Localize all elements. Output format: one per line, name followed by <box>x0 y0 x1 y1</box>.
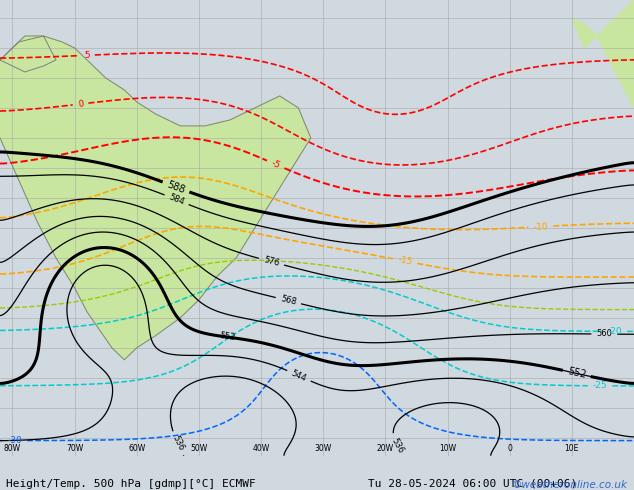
Text: 576: 576 <box>262 255 280 268</box>
Text: 10E: 10E <box>565 444 579 453</box>
Text: 20W: 20W <box>377 444 394 453</box>
Text: 80W: 80W <box>4 444 21 453</box>
Text: 560: 560 <box>597 329 612 339</box>
Text: 568: 568 <box>280 294 297 307</box>
Text: -15: -15 <box>397 255 413 267</box>
Text: ©weatheronline.co.uk: ©weatheronline.co.uk <box>512 480 628 490</box>
Text: 40W: 40W <box>252 444 269 453</box>
Polygon shape <box>0 36 311 360</box>
Text: 536: 536 <box>390 436 406 454</box>
Text: 536: 536 <box>171 434 186 452</box>
Text: 0: 0 <box>507 444 512 453</box>
Text: -10: -10 <box>533 222 548 232</box>
Text: 584: 584 <box>167 193 186 207</box>
Text: 544: 544 <box>290 368 308 383</box>
Text: Tu 28-05-2024 06:00 UTC (00+06): Tu 28-05-2024 06:00 UTC (00+06) <box>368 479 577 489</box>
Text: 50W: 50W <box>190 444 207 453</box>
Text: -30: -30 <box>8 436 22 445</box>
Text: -25: -25 <box>593 381 607 391</box>
Text: 552: 552 <box>219 332 236 343</box>
Polygon shape <box>0 36 56 72</box>
Text: 588: 588 <box>165 179 186 195</box>
Text: 0: 0 <box>77 99 84 109</box>
Text: 5: 5 <box>84 50 90 60</box>
Text: Height/Temp. 500 hPa [gdmp][°C] ECMWF: Height/Temp. 500 hPa [gdmp][°C] ECMWF <box>6 479 256 489</box>
Text: -20: -20 <box>607 327 622 336</box>
Text: 30W: 30W <box>314 444 332 453</box>
Text: 70W: 70W <box>66 444 83 453</box>
Text: 60W: 60W <box>128 444 145 453</box>
Text: -5: -5 <box>270 158 281 171</box>
Text: 552: 552 <box>567 367 587 380</box>
Text: 10W: 10W <box>439 444 456 453</box>
Polygon shape <box>572 0 634 108</box>
